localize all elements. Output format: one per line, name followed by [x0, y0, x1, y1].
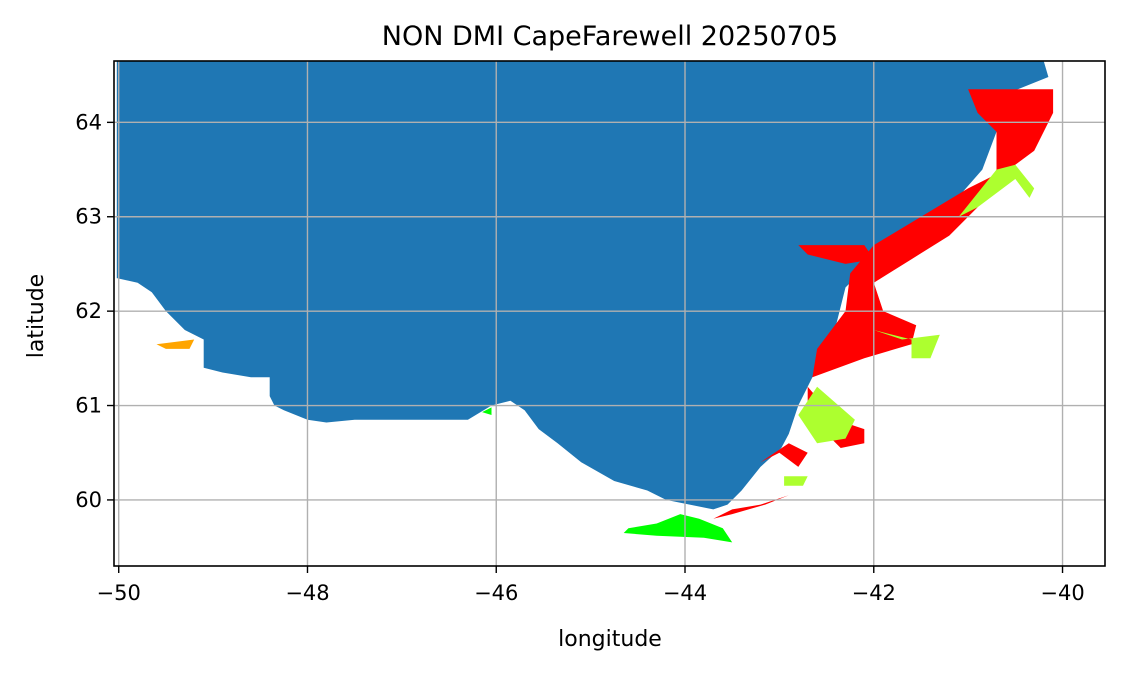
red-ice-polygon — [760, 443, 808, 467]
land-polygon — [116, 61, 1049, 510]
yellow-green-ice-polygon — [798, 386, 855, 444]
x-axis-ticks: −50 −48 −46 −44 −42 −40 — [97, 566, 1085, 605]
y-tick-label: 64 — [75, 110, 102, 134]
layer-green-ice — [482, 407, 733, 543]
chart-title: NON DMI CapeFarewell 20250705 — [382, 21, 838, 52]
layer-orange-ice — [156, 339, 195, 349]
y-axis-label: latitude — [24, 274, 49, 358]
grid-lines — [114, 61, 1105, 566]
plot-frame — [113, 60, 1106, 567]
yellow-green-ice-polygon — [784, 476, 808, 486]
x-tick-label: −44 — [663, 581, 707, 605]
orange-ice-polygon — [156, 339, 195, 349]
layer-yellow-green-ice — [784, 164, 1035, 486]
x-tick-label: −42 — [852, 581, 896, 605]
x-tick-label: −48 — [285, 581, 329, 605]
y-axis-ticks: 60 61 62 63 64 — [75, 110, 114, 512]
x-tick-label: −46 — [474, 581, 518, 605]
x-tick-label: −40 — [1040, 581, 1084, 605]
x-tick-label: −50 — [97, 581, 141, 605]
y-tick-label: 62 — [75, 299, 102, 323]
red-ice-polygon — [798, 245, 874, 264]
green-ice-polygon — [623, 514, 733, 543]
map-layers — [116, 61, 1054, 543]
x-axis-label: longitude — [558, 627, 662, 652]
red-ice-polygon — [812, 89, 1054, 378]
yellow-green-ice-polygon — [958, 164, 1035, 217]
y-tick-label: 63 — [75, 205, 102, 229]
y-tick-label: 61 — [75, 394, 102, 418]
yellow-green-ice-polygon — [873, 330, 940, 359]
green-ice-polygon — [482, 407, 492, 415]
layer-land — [116, 61, 1049, 510]
red-ice-polygon — [807, 386, 865, 448]
y-tick-label: 60 — [75, 488, 102, 512]
layer-red-ice — [713, 89, 1054, 519]
red-ice-polygon — [713, 485, 799, 519]
